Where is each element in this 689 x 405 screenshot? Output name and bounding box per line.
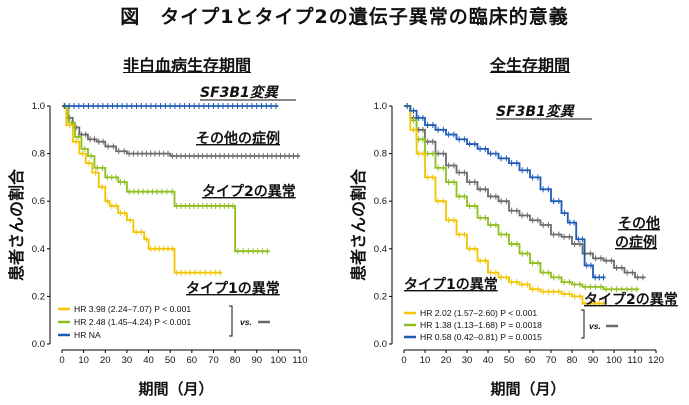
other-curve-label: その他の症例 [196, 130, 280, 147]
type2-curve-label: タイプ2の異常 [584, 291, 678, 308]
legend-entry-type2: HR 2.48 (1.45–4.24) P < 0.001 [74, 317, 191, 327]
other-survival-curve [62, 105, 300, 157]
x-tick-label: 80 [230, 355, 241, 366]
y-tick-label: 1.0 [374, 101, 387, 112]
x-tick-label: 120 [648, 355, 664, 366]
type2-curve-label: タイプ2の異常 [202, 183, 296, 200]
x-tick-label: 90 [251, 355, 262, 366]
x-tick-label: 30 [462, 355, 473, 366]
legend-entry-sf3b1: HR 0.58 (0.42–0.81) P = 0.0015 [420, 332, 542, 342]
y-tick-label: 0.8 [374, 149, 387, 160]
x-tick-label: 100 [606, 355, 622, 366]
x-tick-label: 90 [588, 355, 599, 366]
y-axis-label: 患者さんの割合 [7, 168, 26, 281]
legend-entry-type2: HR 1.38 (1.13–1.68) P = 0.0018 [420, 320, 542, 330]
x-tick-label: 40 [143, 355, 154, 366]
curve-label-line: の症例 [615, 234, 657, 251]
y-tick-label: 0.2 [32, 291, 45, 302]
type1-censor-marks [406, 103, 604, 307]
legend-entry-type1: HR 3.98 (2.24–7.07) P < 0.001 [74, 304, 191, 314]
y-tick-label: 0.0 [374, 339, 387, 350]
other-survival-curve [404, 105, 646, 279]
left-chart: 0.0 0.2 0.4 0.6 0.8 1.0 0 10 20 30 40 50 60 70 80 90 100… [7, 84, 308, 398]
other-censor-marks [63, 103, 299, 159]
x-tick-label: 10 [420, 355, 431, 366]
sf3b1-curve-label: SF3B1変異 [200, 84, 280, 101]
right-chart: 0.0 0.2 0.4 0.6 0.8 1.0 0 10 20 30 40 50 60 70 80 90 100… [349, 101, 678, 398]
sf3b1-curve-label: SF3B1変異 [496, 103, 576, 120]
x-tick-label: 20 [441, 355, 452, 366]
x-axis-label: 期間（月） [138, 380, 213, 398]
type2-censor-marks [64, 103, 268, 255]
type1-curve-label: タイプ1の異常 [404, 276, 498, 293]
x-tick-label: 50 [504, 355, 515, 366]
y-tick-label: 0.8 [32, 149, 45, 160]
x-tick-label: 60 [187, 355, 198, 366]
sf3b1-survival-curve [404, 105, 606, 279]
y-tick-label: 0.6 [374, 196, 387, 207]
type1-censor-marks [63, 103, 221, 276]
x-axis-label: 期間（月） [490, 380, 565, 398]
y-tick-label: 0.2 [374, 291, 387, 302]
sf3b1-censor-marks [406, 103, 604, 281]
figure-title: 図 タイプ1とタイプ2の遺伝子異常の臨床的意義 [120, 6, 569, 28]
x-tick-label: 80 [567, 355, 578, 366]
y-tick-label: 0.4 [374, 244, 387, 255]
y-tick-label: 0.0 [32, 339, 45, 350]
type1-survival-curve [404, 105, 606, 305]
y-tick-label: 0.6 [32, 196, 45, 207]
legend-bracket [229, 305, 233, 337]
other-curve-label: その他の症例 [615, 215, 660, 251]
x-tick-label: 0 [401, 355, 406, 366]
x-tick-label: 100 [270, 355, 286, 366]
x-tick-label: 0 [59, 355, 64, 366]
x-tick-label: 110 [292, 355, 307, 366]
type2-survival-curve [404, 105, 640, 291]
x-tick-label: 10 [78, 355, 89, 366]
legend-vs-label: vs. [240, 317, 252, 327]
x-tick-label: 50 [165, 355, 176, 366]
x-tick-label: 30 [122, 355, 133, 366]
x-tick-label: 70 [546, 355, 557, 366]
sf3b1-censor-marks [63, 103, 277, 109]
y-tick-label: 0.4 [32, 244, 45, 255]
curve-label-line: その他 [618, 215, 660, 232]
x-tick-label: 40 [483, 355, 494, 366]
x-tick-label: 110 [627, 355, 642, 366]
left-panel-title: 非白血病生存期間 [122, 56, 251, 75]
type2-censor-marks [406, 103, 638, 293]
legend-entry-type1: HR 2.02 (1.57–2.60) P < 0.001 [420, 308, 537, 318]
x-tick-label: 70 [208, 355, 219, 366]
type2-survival-curve [62, 105, 270, 253]
x-tick-label: 20 [100, 355, 111, 366]
legend-vs-label: vs. [589, 321, 601, 331]
right-panel-title: 全生存期間 [489, 56, 570, 75]
y-axis-label: 患者さんの割合 [349, 168, 368, 281]
other-censor-marks [406, 103, 644, 281]
y-tick-label: 1.0 [32, 101, 45, 112]
legend-bracket [581, 309, 585, 339]
type1-curve-label: タイプ1の異常 [186, 280, 280, 297]
legend-entry-sf3b1: HR NA [74, 330, 101, 340]
x-tick-label: 60 [525, 355, 536, 366]
